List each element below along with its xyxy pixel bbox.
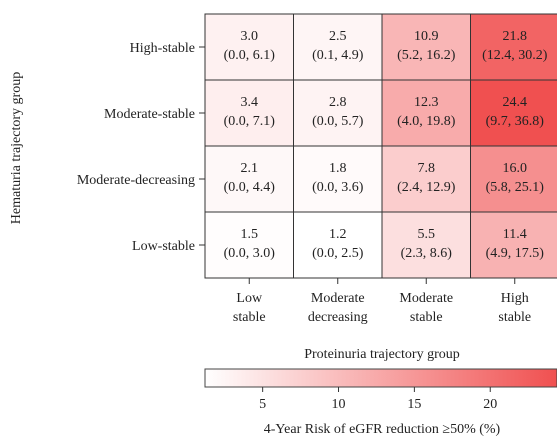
- heatmap-cell: [470, 211, 557, 279]
- column-label: Moderate: [399, 291, 453, 306]
- column-label: stable: [410, 310, 443, 325]
- cell-ci-label: (0.0, 3.0): [224, 246, 276, 261]
- cell-value-label: 2.8: [329, 95, 347, 110]
- heatmap-cell: [293, 211, 383, 279]
- cell-ci-label: (0.0, 2.5): [312, 246, 364, 261]
- column-label: stable: [233, 310, 266, 325]
- heatmap-cell: [204, 13, 294, 81]
- column-label: Moderate: [311, 291, 365, 306]
- colorbar: [204, 368, 557, 388]
- column-tick-labels: Low stable Moderate decreasing Moderate stabl…: [233, 278, 531, 325]
- cell-value-label: 16.0: [503, 161, 528, 176]
- cell-ci-label: (0.0, 5.7): [312, 114, 364, 129]
- cell-value-label: 10.9: [414, 29, 439, 44]
- colorbar-tick-label: 5: [259, 397, 266, 412]
- column-label: High: [501, 291, 529, 306]
- column-label: stable: [498, 310, 531, 325]
- x-axis-title: Proteinuria trajectory group: [304, 347, 460, 362]
- cell-ci-label: (4.9, 17.5): [486, 246, 545, 261]
- cell-value-label: 3.4: [241, 95, 259, 110]
- row-label: Low-stable: [132, 239, 195, 254]
- cell-value-label: 21.8: [503, 29, 528, 44]
- cell-value-label: 3.0: [241, 29, 259, 44]
- heatmap-cell: [293, 13, 383, 81]
- heatmap-cells: 3.0 (0.0, 6.1) 2.5 (0.1, 4.9) 10.9 (5.2, 16.2…: [204, 13, 557, 279]
- heatmap-cell: [204, 211, 294, 279]
- heatmap-cell: [470, 79, 557, 147]
- colorbar-ticks: 5 10 15 20: [259, 387, 497, 412]
- cell-ci-label: (5.2, 16.2): [397, 48, 456, 63]
- row-tick-labels: High-stable Moderate-stable Moderate-decre…: [77, 41, 205, 254]
- cell-value-label: 2.5: [329, 29, 347, 44]
- cell-value-label: 24.4: [503, 95, 528, 110]
- cell-ci-label: (12.4, 30.2): [482, 48, 548, 63]
- heatmap-cell: [293, 79, 383, 147]
- y-axis-title: Hematuria trajectory group: [9, 72, 24, 224]
- colorbar-tick-label: 10: [332, 397, 346, 412]
- heatmap-cell: [470, 13, 557, 81]
- row-label: High-stable: [130, 41, 195, 56]
- cell-value-label: 1.2: [329, 227, 347, 242]
- column-label: decreasing: [308, 310, 368, 325]
- cell-ci-label: (5.8, 25.1): [486, 180, 545, 195]
- column-label: Low: [236, 291, 263, 306]
- cell-ci-label: (0.0, 7.1): [224, 114, 276, 129]
- cell-ci-label: (9.7, 36.8): [486, 114, 545, 129]
- heatmap-cell: [204, 79, 294, 147]
- heatmap-cell: [381, 13, 471, 81]
- cell-value-label: 12.3: [414, 95, 439, 110]
- cell-value-label: 1.8: [329, 161, 347, 176]
- cell-ci-label: (2.3, 8.6): [401, 246, 453, 261]
- row-label: Moderate-decreasing: [77, 173, 195, 188]
- colorbar-tick-label: 20: [483, 397, 497, 412]
- cell-value-label: 7.8: [418, 161, 436, 176]
- heatmap-cell: [381, 211, 471, 279]
- cell-ci-label: (2.4, 12.9): [397, 180, 456, 195]
- cell-ci-label: (0.1, 4.9): [312, 48, 364, 63]
- cell-ci-label: (0.0, 6.1): [224, 48, 276, 63]
- cell-value-label: 11.4: [503, 227, 527, 242]
- heatmap-cell: [470, 145, 557, 213]
- cell-value-label: 2.1: [241, 161, 259, 176]
- row-label: Moderate-stable: [104, 107, 195, 122]
- cell-ci-label: (0.0, 3.6): [312, 180, 364, 195]
- colorbar-tick-label: 15: [407, 397, 421, 412]
- heatmap-cell: [381, 145, 471, 213]
- cell-ci-label: (0.0, 4.4): [224, 180, 276, 195]
- cell-value-label: 5.5: [418, 227, 436, 242]
- heatmap-cell: [381, 79, 471, 147]
- cell-ci-label: (4.0, 19.8): [397, 114, 456, 129]
- cell-value-label: 1.5: [241, 227, 259, 242]
- colorbar-title: 4-Year Risk of eGFR reduction ≥50% (%): [264, 422, 501, 437]
- heatmap-cell: [293, 145, 383, 213]
- heatmap-cell: [204, 145, 294, 213]
